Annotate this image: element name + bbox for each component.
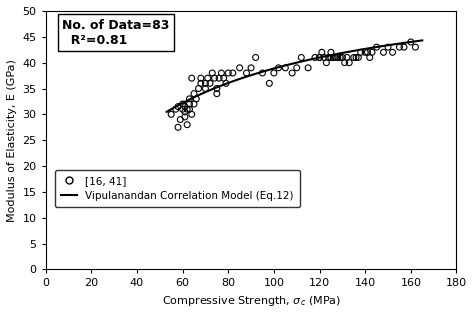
Point: [361, 50, 369, 55]
Point: [334, 55, 342, 60]
Point: [357, 50, 365, 55]
Point: [350, 55, 357, 60]
Point: [195, 86, 202, 91]
Point: [213, 91, 220, 96]
Point: [400, 45, 408, 50]
Point: [188, 112, 195, 117]
Point: [197, 81, 205, 86]
Point: [323, 60, 330, 65]
Point: [181, 109, 189, 114]
Point: [288, 71, 296, 76]
Point: [411, 45, 419, 50]
Point: [329, 55, 337, 60]
Point: [236, 65, 244, 70]
Point: [174, 104, 182, 109]
Point: [229, 71, 237, 76]
Point: [311, 55, 319, 60]
Point: [197, 76, 205, 81]
Point: [186, 96, 193, 101]
Point: [179, 101, 186, 106]
Point: [384, 45, 392, 50]
Point: [167, 112, 175, 117]
Point: [327, 50, 335, 55]
Point: [270, 71, 278, 76]
Point: [336, 55, 344, 60]
Point: [343, 55, 351, 60]
Point: [316, 55, 323, 60]
Point: [190, 91, 198, 96]
Point: [366, 55, 374, 60]
Point: [206, 81, 214, 86]
Point: [396, 45, 403, 50]
Point: [293, 65, 301, 70]
Point: [188, 76, 195, 81]
Point: [364, 50, 371, 55]
Point: [265, 81, 273, 86]
X-axis label: Compressive Strength, $\sigma_c$ (MPa): Compressive Strength, $\sigma_c$ (MPa): [162, 294, 341, 308]
Point: [355, 55, 362, 60]
Point: [274, 65, 282, 70]
Point: [320, 55, 328, 60]
Point: [298, 55, 305, 60]
Point: [172, 107, 180, 112]
Point: [368, 50, 376, 55]
Point: [247, 65, 255, 70]
Point: [211, 76, 219, 81]
Point: [181, 104, 189, 109]
Point: [183, 107, 191, 112]
Point: [192, 96, 200, 101]
Point: [176, 117, 184, 122]
Point: [209, 71, 216, 76]
Point: [179, 107, 186, 112]
Point: [316, 55, 323, 60]
Point: [380, 50, 387, 55]
Point: [332, 55, 339, 60]
Point: [181, 114, 189, 119]
Point: [325, 55, 332, 60]
Point: [225, 71, 232, 76]
Point: [338, 55, 346, 60]
Point: [213, 86, 220, 91]
Point: [259, 71, 266, 76]
Point: [174, 125, 182, 130]
Point: [222, 81, 230, 86]
Point: [346, 60, 353, 65]
Point: [318, 50, 326, 55]
Point: [389, 50, 396, 55]
Text: No. of Data=83
  R²=0.81: No. of Data=83 R²=0.81: [62, 19, 170, 47]
Point: [407, 39, 415, 44]
Point: [252, 55, 259, 60]
Point: [304, 65, 312, 70]
Point: [201, 81, 209, 86]
Point: [215, 76, 223, 81]
Point: [183, 122, 191, 127]
Point: [373, 45, 381, 50]
Point: [190, 101, 198, 106]
Legend: [16, 41], Vipulanandan Correlation Model (Eq.12): [16, 41], Vipulanandan Correlation Model…: [55, 170, 300, 207]
Point: [243, 71, 250, 76]
Point: [327, 55, 335, 60]
Point: [218, 71, 225, 76]
Y-axis label: Modulus of Elasticity, E (GPa): Modulus of Elasticity, E (GPa): [7, 59, 17, 222]
Point: [352, 55, 360, 60]
Point: [186, 101, 193, 106]
Point: [186, 107, 193, 112]
Point: [282, 65, 289, 70]
Point: [220, 76, 228, 81]
Point: [204, 76, 211, 81]
Point: [201, 86, 209, 91]
Point: [341, 60, 348, 65]
